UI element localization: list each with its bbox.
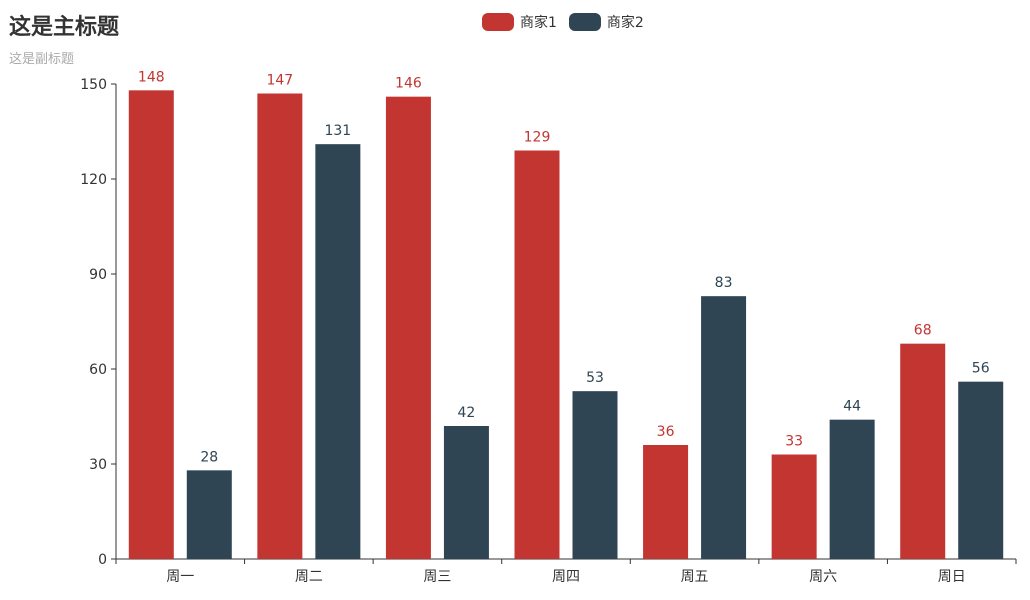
bar-value-label: 129 <box>524 130 551 146</box>
bar <box>257 93 303 559</box>
bar-value-label: 147 <box>266 73 293 89</box>
bar-value-label: 68 <box>914 323 932 339</box>
bar-value-label: 36 <box>657 424 675 440</box>
bar-value-label: 28 <box>200 449 218 465</box>
bar-value-label: 42 <box>458 405 476 421</box>
bar <box>128 90 174 559</box>
bars <box>128 90 1004 560</box>
y-tick-label: 120 <box>80 172 107 188</box>
x-tick-label: 周一 <box>166 569 194 585</box>
bar <box>771 454 817 559</box>
x-tick-label: 周五 <box>681 569 709 585</box>
legend-label-series-2: 商家2 <box>606 15 644 31</box>
bar-value-label: 83 <box>715 275 733 291</box>
x-axis: 周一 周二 周三 周四 周五 周六 周日 <box>115 558 1017 585</box>
bar <box>829 419 875 559</box>
y-tick-label: 0 <box>98 552 107 568</box>
y-tick-label: 150 <box>80 77 107 93</box>
bar-value-label: 44 <box>843 399 861 415</box>
bar-value-label: 148 <box>138 69 165 85</box>
bar <box>958 381 1004 559</box>
legend-item-series-1[interactable]: 商家1 <box>482 12 557 32</box>
y-tick-label: 90 <box>89 267 107 283</box>
y-tick-label: 60 <box>89 362 107 378</box>
bar-value-label: 53 <box>586 370 604 386</box>
bar-value-label: 146 <box>395 76 422 92</box>
y-axis: 0 30 60 90 120 150 <box>80 77 117 568</box>
x-tick-label: 周六 <box>809 569 837 585</box>
x-tick-label: 周四 <box>552 569 580 585</box>
bar-value-label: 33 <box>785 434 803 450</box>
bar <box>643 445 689 559</box>
legend-swatch-series-2 <box>568 13 601 31</box>
legend-label-series-1: 商家1 <box>520 15 557 31</box>
bar <box>572 391 618 559</box>
y-tick-label: 30 <box>89 457 107 473</box>
bar <box>315 144 361 559</box>
bar <box>900 343 946 559</box>
legend-item-series-2[interactable]: 商家2 <box>568 12 644 32</box>
chart-subtitle: 这是副标题 <box>9 52 75 67</box>
legend-swatch-series-1 <box>482 13 514 31</box>
legend: 商家1 商家2 <box>482 12 644 32</box>
bar <box>443 426 489 559</box>
bar <box>701 296 747 559</box>
bar <box>186 470 232 559</box>
x-tick-label: 周二 <box>295 569 323 585</box>
x-tick-label: 周日 <box>938 569 966 585</box>
bar <box>385 96 431 560</box>
bar <box>514 150 560 559</box>
bar-value-label: 131 <box>324 123 351 139</box>
x-tick-label: 周三 <box>423 569 451 585</box>
chart-title: 这是主标题 <box>9 15 120 40</box>
bar-value-label: 56 <box>972 361 990 377</box>
data-labels: 148 147 146 129 36 33 68 28 131 42 53 83 44 56 <box>138 69 990 465</box>
